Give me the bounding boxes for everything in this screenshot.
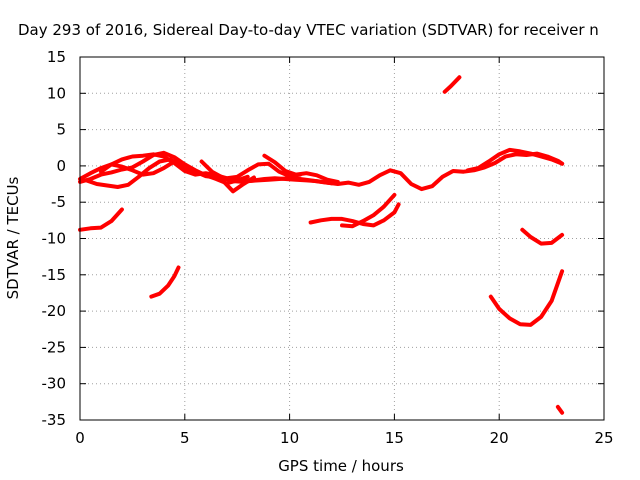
grid-lines	[80, 57, 604, 420]
series-arc-e	[199, 151, 565, 192]
chart-title: Day 293 of 2016, Sidereal Day-to-day VTE…	[18, 21, 599, 39]
x-tick-label: 0	[75, 429, 85, 447]
y-tick-label: 5	[56, 121, 66, 139]
series-arc-k	[340, 192, 397, 229]
x-axis-label: GPS time / hours	[278, 457, 404, 475]
y-tick-label: 15	[47, 48, 66, 66]
series-arc-h	[78, 207, 124, 232]
series-arc-l	[442, 75, 462, 94]
y-tick-label: 10	[47, 84, 66, 102]
y-tick-label: -30	[42, 375, 67, 393]
series-arc-o	[555, 404, 565, 415]
data-series	[78, 75, 565, 415]
y-tick-label: -20	[42, 302, 67, 320]
series-arc-f	[262, 153, 340, 184]
x-tick-label: 15	[385, 429, 404, 447]
series-arc-n	[520, 227, 565, 246]
series-arc-g	[465, 147, 565, 173]
series-arc-d	[99, 152, 303, 181]
series-arc-i	[149, 265, 181, 299]
y-tick-label: 0	[56, 157, 66, 175]
plot-frame	[79, 56, 605, 421]
x-tick-label: 20	[490, 429, 509, 447]
y-tick-label: -5	[51, 193, 66, 211]
x-tick-label: 5	[180, 429, 190, 447]
series-arc-m	[488, 269, 565, 327]
y-axis-label: SDTVAR / TECUs	[4, 176, 22, 299]
y-tick-label: -25	[42, 338, 67, 356]
y-tick-label: -10	[42, 230, 67, 248]
y-tick-label: -35	[42, 411, 67, 429]
axis-ticks: 0 5 10 15 20 25 15 10 5 0 -5 -10 -15 -20 -25 -30 -35	[42, 48, 614, 447]
x-tick-label: 25	[594, 429, 613, 447]
x-tick-label: 10	[280, 429, 299, 447]
y-tick-label: -15	[42, 266, 67, 284]
